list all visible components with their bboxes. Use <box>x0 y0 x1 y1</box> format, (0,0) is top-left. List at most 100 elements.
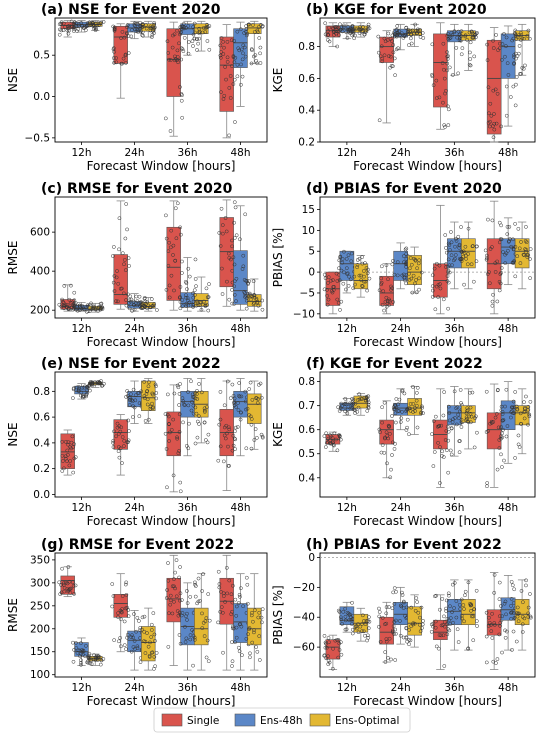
sample-point <box>126 256 131 260</box>
box-iqr <box>113 254 128 305</box>
sample-point <box>522 416 527 421</box>
sample-point <box>230 382 235 387</box>
sample-point <box>60 566 64 571</box>
sample-point <box>430 273 435 278</box>
sample-point <box>326 658 331 663</box>
sample-point <box>414 390 419 395</box>
sample-point <box>485 256 489 261</box>
sample-point <box>165 588 169 592</box>
sample-point <box>184 304 189 308</box>
sample-point <box>227 578 232 583</box>
panel-title: (f) KGE for Event 2022 <box>306 356 483 372</box>
sample-point <box>528 592 532 596</box>
sample-point <box>490 299 495 304</box>
y-axis-label: NSE <box>6 422 20 446</box>
sample-point <box>437 633 442 637</box>
x-tick-label: 36h <box>444 502 464 514</box>
sample-point <box>128 395 132 400</box>
box-ens-48h-48h <box>230 573 251 671</box>
sample-point <box>335 25 339 29</box>
sample-point <box>171 417 176 422</box>
x-axis-label: Forecast Window [hours] <box>87 335 236 349</box>
sample-point <box>348 612 352 617</box>
sample-point <box>385 461 389 466</box>
box-ens-optimal-12h <box>350 22 372 38</box>
box-ens-48h-36h <box>177 257 198 312</box>
sample-point <box>234 613 239 618</box>
sample-point <box>240 653 244 657</box>
sample-point <box>185 618 189 622</box>
sample-point <box>180 304 185 309</box>
sample-point <box>112 638 116 642</box>
sample-point <box>253 427 258 431</box>
sample-point <box>497 614 502 619</box>
sample-point <box>453 416 457 420</box>
sample-point <box>446 470 451 475</box>
sample-point <box>449 426 454 430</box>
sample-point <box>127 264 131 268</box>
x-tick-label: 36h <box>444 682 464 694</box>
sample-point <box>459 401 463 405</box>
sample-point <box>340 260 345 265</box>
sample-point <box>466 226 471 231</box>
sample-point <box>112 27 117 31</box>
sample-point <box>379 280 384 285</box>
sample-point <box>402 275 407 280</box>
sample-point <box>259 395 264 400</box>
box-single-36h <box>429 593 450 670</box>
sample-point <box>522 406 527 410</box>
sample-point <box>367 619 372 624</box>
sample-point <box>334 437 338 442</box>
sample-point <box>515 254 520 259</box>
sample-point <box>243 389 248 394</box>
sample-point <box>140 303 145 307</box>
box-ens-48h-48h <box>499 381 517 464</box>
sample-point <box>466 580 471 585</box>
sample-point <box>346 253 351 258</box>
sample-point <box>206 659 211 664</box>
sample-point <box>172 599 176 604</box>
panel-7: (g) RMSE for Event 202210015020025030035… <box>6 537 268 708</box>
sample-point <box>221 39 225 44</box>
sample-point <box>88 388 92 393</box>
sample-point <box>392 586 397 590</box>
sample-point <box>241 253 246 258</box>
x-tick-label: 48h <box>230 323 250 335</box>
sample-point <box>337 610 342 614</box>
sample-point <box>238 27 243 32</box>
sample-point <box>380 302 385 307</box>
sample-point <box>257 658 262 662</box>
sample-point <box>510 38 515 43</box>
sample-point <box>459 425 464 429</box>
box-ens-optimal-24h <box>139 378 159 424</box>
sample-point <box>61 28 66 33</box>
sample-point <box>500 418 505 423</box>
box-iqr <box>166 226 181 301</box>
sample-point <box>483 248 488 253</box>
sample-point <box>192 36 197 41</box>
sample-point <box>193 257 198 262</box>
sample-point <box>199 390 204 395</box>
sample-point <box>114 56 119 60</box>
sample-point <box>466 420 471 424</box>
sample-point <box>459 29 464 34</box>
sample-point <box>194 303 199 308</box>
sample-point <box>74 307 78 312</box>
sample-point <box>431 464 436 468</box>
sample-point <box>457 409 462 414</box>
sample-point <box>127 429 131 433</box>
sample-point <box>517 611 521 616</box>
sample-point <box>125 389 130 393</box>
sample-point <box>222 403 227 408</box>
sample-point <box>336 405 340 410</box>
sample-point <box>323 21 328 26</box>
sample-point <box>132 612 136 616</box>
sample-point <box>57 302 62 307</box>
sample-point <box>392 620 397 624</box>
sample-point <box>340 404 344 408</box>
sample-point <box>252 293 257 298</box>
sample-point <box>446 257 451 262</box>
sample-point <box>234 604 239 609</box>
sample-point <box>260 24 265 28</box>
sample-point <box>495 299 500 304</box>
